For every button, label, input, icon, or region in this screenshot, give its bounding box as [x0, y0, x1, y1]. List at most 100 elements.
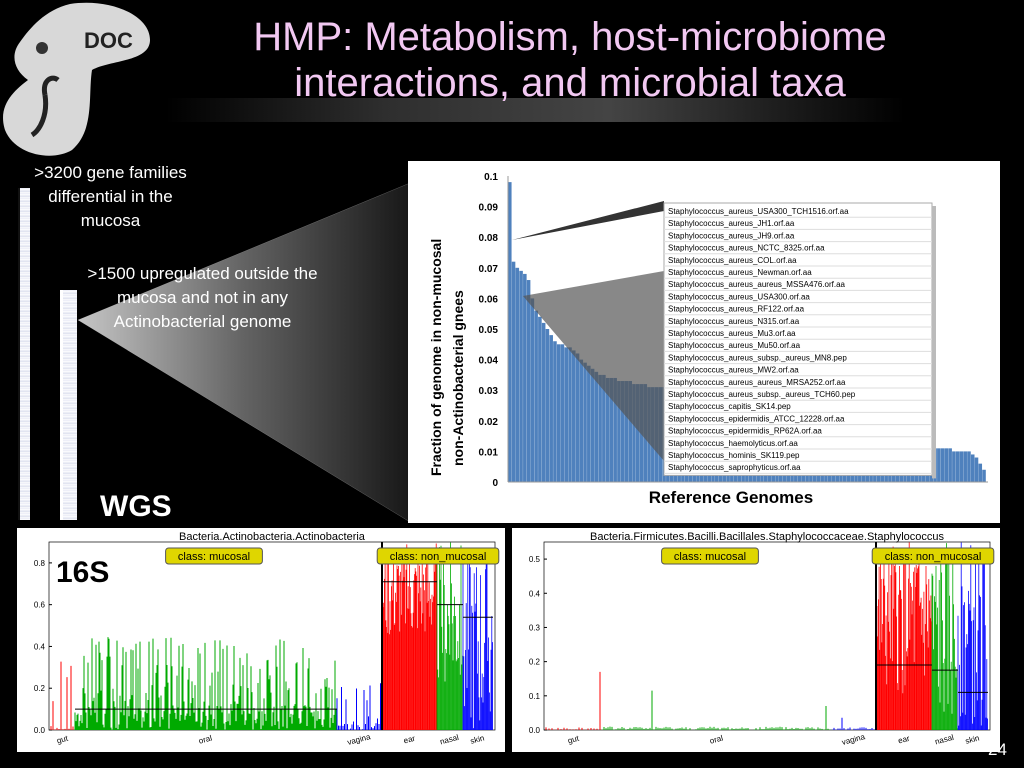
genome-bar [959, 451, 964, 482]
class-non-mucosal-label-box [871, 547, 995, 565]
genome-bar-chart: 0.1 0.09 0.08 0.07 0.06 0.05 0.04 0.03 0.02 0.01 0… [408, 161, 1000, 523]
genome-bar [590, 368, 595, 482]
genome-bar [955, 451, 960, 482]
genome-bar [587, 365, 591, 482]
slide-title: HMP: Metabolism, host-microbiome interac… [180, 14, 960, 106]
site-label-oral: oral [709, 733, 724, 745]
genome-bar [974, 457, 979, 482]
staph-genome-list-shadow [932, 206, 936, 479]
label-16s: 16S [56, 556, 110, 589]
genome-bar [602, 374, 606, 482]
slide-title-line2: interactions, and microbial taxa [294, 61, 846, 105]
genome-ytick-10: 0 [492, 478, 498, 489]
genome-bar [982, 469, 986, 482]
genome-bar [553, 341, 557, 482]
genome-list-item: Staphylococcus_aureus_USA300.orf.aa [668, 292, 810, 301]
genome-bar [511, 261, 516, 482]
site-label-skin: skin [469, 733, 485, 745]
genome-list-item: Staphylococcus_aureus_Mu3.orf.aa [668, 329, 796, 338]
genome-bar [583, 362, 587, 482]
genome-bar [970, 454, 975, 482]
genome-list-item: Staphylococcus_aureus_Mu50.orf.aa [668, 341, 801, 350]
genome-list-item: Staphylococcus_aureus_aureus_MRSA252.orf… [668, 378, 846, 387]
upregulated-note: >1500 upregulated outside the mucosa and… [87, 264, 318, 331]
genome-list-item: Staphylococcus_haemolyticus.orf.aa [668, 439, 798, 448]
genome-list-item: Staphylococcus_epidermidis_RP62A.orf.aa [668, 427, 822, 436]
genome-bar [624, 381, 629, 482]
panel-ytick: 0.6 [34, 601, 46, 610]
genome-bar [571, 350, 576, 482]
site-label-ear: ear [403, 734, 417, 746]
genome-ytick-9: 0.01 [479, 447, 499, 458]
genome-bar [594, 371, 599, 482]
genome-ytick-3: 0.07 [479, 264, 499, 275]
genome-ytick-8: 0.02 [479, 417, 499, 428]
site-label-ear: ear [897, 734, 911, 746]
genome-list-item: Staphylococcus_epidermidis_ATCC_12228.or… [668, 414, 845, 423]
genome-list-item: Staphylococcus_aureus_N315.orf.aa [668, 317, 800, 326]
staph-genome-list: Staphylococcus_aureus_USA300_TCH1516.orf… [663, 202, 936, 479]
panel-ytick: 0.0 [529, 726, 541, 735]
genome-list-item: Staphylococcus_aureus_subsp._aureus_TCH6… [668, 390, 856, 399]
genome-list-item: Staphylococcus_aureus_COL.orf.aa [668, 256, 797, 265]
site-label-skin: skin [964, 733, 980, 745]
genome-bar [617, 381, 621, 482]
genome-list-item: Staphylococcus_saprophyticus.orf.aa [668, 463, 801, 472]
site-label-oral: oral [198, 733, 213, 745]
genome-bar [635, 384, 640, 482]
genome-bar [523, 273, 527, 482]
wgs-label: WGS [100, 490, 172, 523]
genome-bar [549, 335, 553, 482]
genome-bar [632, 384, 636, 482]
genome-bar [944, 448, 949, 482]
genome-bar [575, 353, 580, 482]
panel-title: Bacteria.Firmicutes.Bacilli.Bacillales.S… [590, 531, 944, 543]
genome-bar [952, 451, 956, 482]
class-non-mucosal-label-box [376, 547, 500, 565]
panel-title: Bacteria.Actinobacteria.Actinobacteria [179, 531, 366, 543]
genome-bar [579, 359, 584, 482]
panel-frame [543, 541, 991, 731]
gene-families-note: >3200 gene families differential in the … [34, 163, 187, 230]
genome-list-item: Staphylococcus_aureus_NCTC_8325.orf.aa [668, 244, 825, 253]
zoom-wedge-main [523, 271, 664, 461]
class-non-mucosal-label: class: non_mucosal [885, 551, 982, 563]
genome-bar [545, 329, 550, 482]
genome-ytick-2: 0.08 [479, 233, 499, 244]
genome-bar [948, 448, 952, 482]
genome-bar [967, 451, 971, 482]
genome-ytick-7: 0.03 [479, 386, 499, 397]
panel-ytick: 0.0 [34, 726, 46, 735]
genome-bar [937, 448, 941, 482]
genome-bar [963, 451, 967, 482]
genome-bar [628, 381, 633, 482]
genome-bar [609, 377, 614, 482]
slide-title-line1: HMP: Metabolism, host-microbiome [253, 15, 887, 59]
genome-ytick-5: 0.05 [479, 325, 499, 336]
genome-bar [519, 270, 523, 482]
panel-ytick: 0.8 [34, 559, 46, 568]
genome-list-item: Staphylococcus_aureus_JH9.orf.aa [668, 231, 795, 240]
genome-bar [556, 344, 561, 482]
site-label-gut: gut [56, 734, 70, 746]
class-mucosal-label: class: mucosal [674, 551, 746, 563]
wgs-heatmap-strip-left [18, 188, 30, 520]
genome-list-item: Staphylococcus_hominis_SK119.pep [668, 451, 800, 460]
genome-bar [515, 267, 520, 482]
slide-number: 24 [988, 740, 1007, 759]
genome-ylabel-line1: Fraction of genome in non-mucosal [428, 239, 444, 476]
panel-ytick: 0.3 [529, 623, 541, 632]
genome-list-item: Staphylococcus_aureus_Newman.orf.aa [668, 268, 812, 277]
wgs-heatmap-strip-right [60, 290, 77, 520]
dna-logo-icon: DOC [3, 2, 150, 156]
panel-ytick: 0.4 [529, 589, 541, 598]
genome-bar [940, 448, 945, 482]
staphylococcus-chart: Bacteria.Firmicutes.Bacilli.Bacillales.S… [512, 528, 1000, 752]
genome-list-item: Staphylococcus_aureus_USA300_TCH1516.orf… [668, 207, 849, 216]
logo: DOC [0, 0, 160, 160]
genome-bar [564, 347, 569, 482]
genome-list-item: Staphylococcus_aureus_aureus_MSSA476.orf… [668, 280, 846, 289]
genome-bar [620, 381, 625, 482]
site-label-gut: gut [567, 734, 581, 746]
genome-ytick-6: 0.04 [479, 356, 499, 367]
